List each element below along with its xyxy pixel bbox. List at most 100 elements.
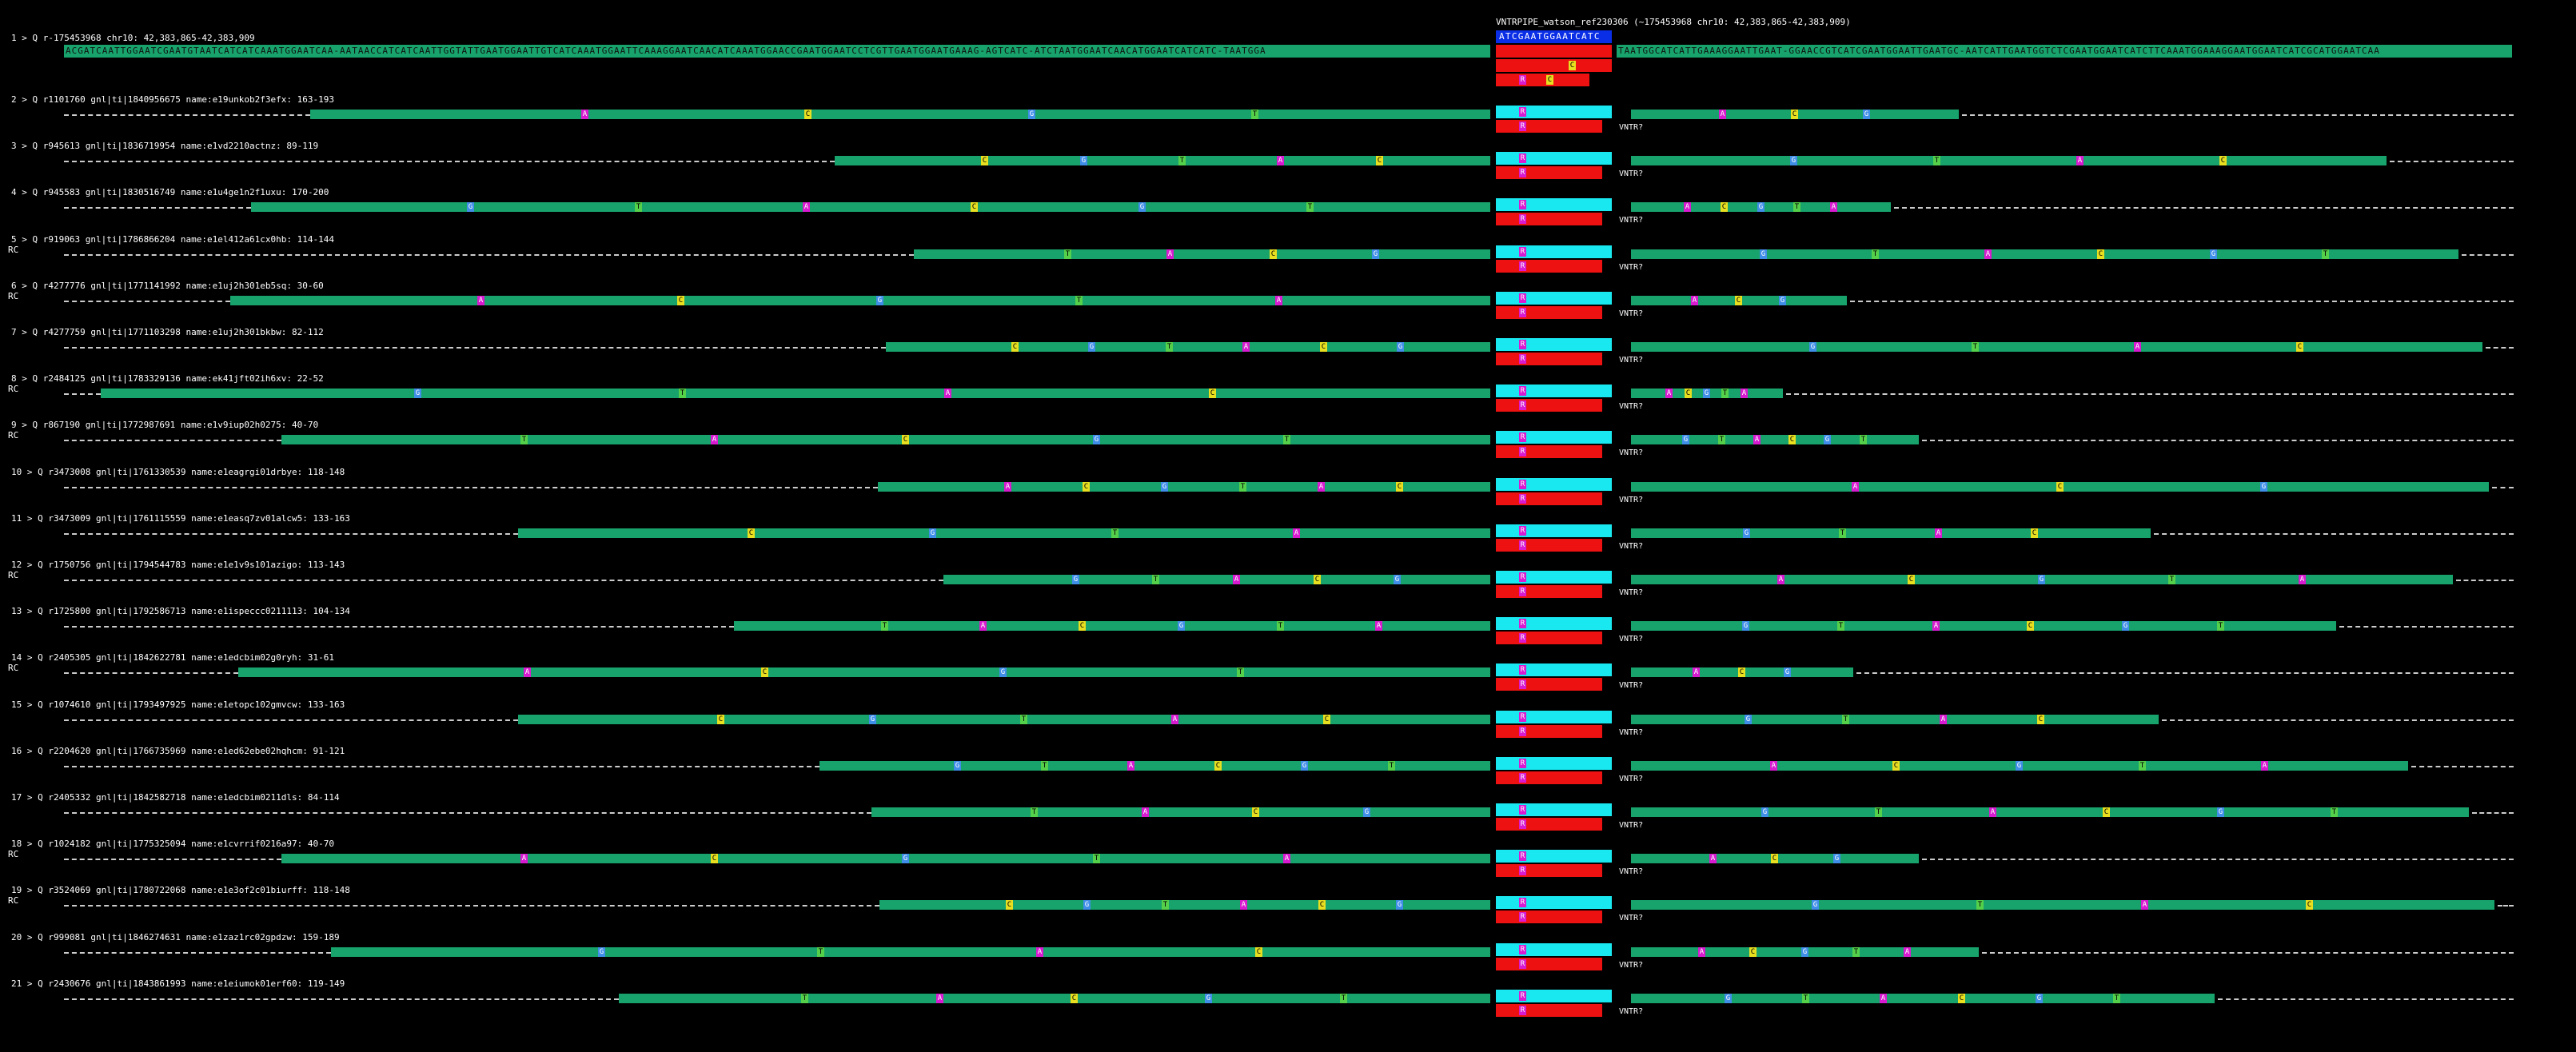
read-gap-line-right [1894, 207, 2514, 209]
read-label[interactable]: 20 > Q r999081 gnl|ti|1846274631 name:e1… [11, 932, 340, 942]
mismatch-mark: C [717, 715, 724, 724]
mismatch-mark: T [1842, 715, 1849, 724]
mismatch-mark: C [1396, 482, 1403, 492]
vntr-mark: R [1519, 991, 1526, 1001]
read-gap-line-right [1982, 952, 2514, 954]
read-label[interactable]: 12 > Q r1750756 gnl|ti|1794544783 name:e… [11, 560, 345, 570]
read-gap-line-right [2411, 766, 2514, 767]
mismatch-mark: G [902, 854, 909, 863]
read-vntr-gap [1496, 725, 1602, 738]
vntr-mark: R [1519, 214, 1526, 224]
read-gap-line [64, 487, 878, 488]
mismatch-mark: G [1363, 807, 1370, 817]
mismatch-mark: G [2217, 807, 2224, 817]
mismatch-mark: G [869, 715, 876, 724]
mismatch-mark: A [477, 296, 484, 305]
mismatch-mark: G [1088, 342, 1095, 352]
mismatch-mark: C [1320, 342, 1327, 352]
read-label[interactable]: 4 > Q r945583 gnl|ti|1830516749 name:e1u… [11, 187, 329, 197]
mismatch-mark: C [1892, 761, 1900, 771]
read-label[interactable]: 11 > Q r3473009 gnl|ti|1761115559 name:e… [11, 513, 350, 524]
read-label[interactable]: 5 > Q r919063 gnl|ti|1786866204 name:e1e… [11, 234, 334, 245]
mismatch-mark: A [1166, 249, 1174, 259]
read-vntr-gap [1496, 632, 1602, 644]
mismatch-mark: C [1270, 249, 1277, 259]
read-vntr-gap [1496, 539, 1602, 552]
read-vntr-gap [1496, 260, 1602, 273]
read-label[interactable]: 15 > Q r1074610 gnl|ti|1793497925 name:e… [11, 699, 345, 710]
vntr-mark: R [1519, 340, 1526, 349]
mismatch-mark: A [2134, 342, 2141, 352]
read-vntr-gap [1496, 492, 1602, 505]
read-label[interactable]: 18 > Q r1024182 gnl|ti|1775325094 name:e… [11, 839, 334, 849]
read-gap-line-right [2456, 580, 2514, 581]
mismatch-mark: A [2299, 575, 2306, 584]
mismatch-mark: T [1041, 761, 1048, 771]
vntr-unknown-label: VNTR? [1619, 914, 1644, 922]
vntr-unknown-label: VNTR? [1619, 216, 1644, 225]
read-label[interactable]: 14 > Q r2405305 gnl|ti|1842622781 name:e… [11, 652, 334, 663]
read-gap-line-right [2498, 905, 2514, 907]
read-vntr-gap [1496, 213, 1602, 225]
read-aligned-left [310, 110, 1490, 119]
mismatch-mark: A [1777, 575, 1784, 584]
read-label[interactable]: 16 > Q r2204620 gnl|ti|1766735969 name:e… [11, 746, 345, 756]
mismatch-mark: C [1721, 202, 1728, 212]
vntr-unknown-label: VNTR? [1619, 402, 1644, 411]
read-label[interactable]: 9 > Q r867190 gnl|ti|1772987691 name:e1v… [11, 420, 319, 430]
mismatch-mark: T [520, 435, 528, 444]
mismatch-mark: A [1283, 854, 1290, 863]
mismatch-mark: C [2306, 900, 2313, 910]
read-gap-line-right [2339, 626, 2514, 628]
mismatch-mark: C [1214, 761, 1222, 771]
vntr-mark: R [1519, 712, 1526, 722]
read-gap-line [64, 393, 101, 395]
read-label[interactable]: 19 > Q r3524069 gnl|ti|1780722068 name:e… [11, 885, 350, 895]
mismatch-mark: A [944, 389, 951, 398]
mismatch-mark: A [1989, 807, 1996, 817]
mismatch-mark: G [999, 667, 1007, 677]
read-gap-line [64, 719, 518, 721]
vntr-mark: R [1519, 494, 1526, 504]
mismatch-mark: G [1080, 156, 1087, 165]
vntr-unknown-label: VNTR? [1619, 542, 1644, 551]
mismatch-mark: G [876, 296, 883, 305]
vntr-mark: R [1519, 619, 1526, 628]
mismatch-mark: A [1693, 667, 1700, 677]
read-label[interactable]: 7 > Q r4277759 gnl|ti|1771103298 name:e1… [11, 327, 324, 337]
read-label[interactable]: 3 > Q r945613 gnl|ti|1836719954 name:e1v… [11, 141, 319, 151]
read-label[interactable]: 21 > Q r2430676 gnl|ti|1843861993 name:e… [11, 978, 345, 989]
read-vntr-repeat [1496, 152, 1612, 165]
mismatch-mark: T [1093, 854, 1100, 863]
mismatch-mark: G [1761, 807, 1769, 817]
mismatch-mark: A [1940, 715, 1947, 724]
mismatch-mark: G [2260, 482, 2267, 492]
read-label[interactable]: 6 > Q r4277776 gnl|ti|1771141992 name:e1… [11, 281, 324, 291]
vntr-mark: R [1519, 122, 1526, 131]
mismatch-mark: G [1760, 249, 1767, 259]
reference-label[interactable]: 1 > Q r-175453968 chr10: 42,383,865-42,3… [11, 33, 255, 43]
mismatch-mark: T [1162, 900, 1169, 910]
mismatch-mark: T [679, 389, 686, 398]
read-vntr-gap [1496, 445, 1602, 458]
read-label[interactable]: 2 > Q r1101760 gnl|ti|1840956675 name:e1… [11, 94, 334, 105]
read-label[interactable]: 13 > Q r1725800 gnl|ti|1792586713 name:e… [11, 606, 350, 616]
vntr-mark: R [1519, 480, 1526, 489]
mismatch-mark: G [1394, 575, 1401, 584]
mismatch-mark: G [2016, 761, 2023, 771]
read-aligned-left [879, 900, 1490, 910]
mismatch-mark: C [1791, 110, 1798, 119]
read-vntr-gap [1496, 399, 1602, 412]
read-label[interactable]: 8 > Q r2484125 gnl|ti|1783329136 name:ek… [11, 373, 324, 384]
read-label[interactable]: 17 > Q r2405332 gnl|ti|1842582718 name:e… [11, 792, 340, 803]
read-rc-flag: RC [8, 384, 19, 394]
mismatch-mark: T [1166, 342, 1173, 352]
mismatch-mark: A [1277, 156, 1284, 165]
mismatch-mark: T [2168, 575, 2175, 584]
vntr-mark: R [1519, 200, 1526, 209]
read-label[interactable]: 10 > Q r3473008 gnl|ti|1761330539 name:e… [11, 467, 345, 477]
mismatch-mark: A [1880, 994, 1887, 1003]
vntr-mark: R [1519, 572, 1526, 582]
mismatch-mark: A [1984, 249, 1992, 259]
read-gap-line-right [1922, 859, 2514, 860]
